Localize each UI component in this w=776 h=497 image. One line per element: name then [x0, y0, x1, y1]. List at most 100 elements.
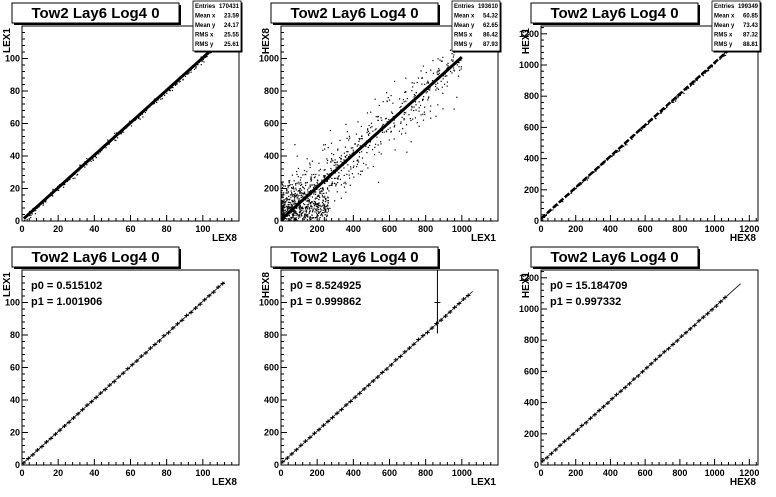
scatter-point: [436, 73, 438, 75]
scatter-point: [321, 187, 324, 189]
scatter-point: [309, 162, 311, 164]
scatter-point: [393, 126, 396, 128]
title-box: [530, 246, 699, 268]
scatter-point: [331, 159, 333, 161]
scatter-point: [288, 220, 290, 221]
scatter-point: [292, 195, 294, 198]
scatter-point: [74, 177, 76, 179]
scatter-point: [570, 192, 572, 194]
scatter-point: [314, 217, 317, 219]
scatter-point: [122, 131, 124, 133]
scatter-point: [284, 230, 285, 231]
scatter-point: [309, 216, 311, 219]
scatter-point: [298, 204, 300, 206]
scatter-point: [352, 149, 354, 151]
scatter-point: [661, 110, 663, 113]
scatter-point: [377, 119, 379, 122]
scatter-point: [390, 94, 392, 97]
scatter-point: [124, 126, 126, 128]
scatter-point: [318, 170, 320, 172]
scatter-point: [311, 196, 314, 198]
scatter-point: [347, 164, 349, 166]
scatter-point: [399, 111, 402, 114]
x-tick-label: 20: [53, 224, 63, 234]
scatter-point: [297, 201, 300, 203]
scatter-point: [329, 174, 331, 176]
scatter-point: [302, 193, 305, 195]
scatter-point: [675, 100, 677, 102]
scatter-point: [303, 169, 306, 172]
scatter-point: [425, 92, 427, 94]
x-tick-label: 1000: [452, 224, 472, 234]
scatter-point: [326, 211, 328, 214]
scatter-point: [674, 99, 676, 101]
scatter-point: [303, 218, 305, 220]
scatter-point: [722, 55, 724, 57]
scatter-point: [623, 145, 625, 147]
scatter-point: [322, 188, 324, 190]
scatter-point: [374, 129, 376, 131]
scatter-point: [392, 102, 394, 104]
scatter-point: [401, 133, 403, 135]
scatter-point: [196, 64, 198, 66]
scatter-point: [291, 210, 294, 213]
scatter-point: [361, 135, 363, 138]
scatter-point: [287, 201, 290, 203]
stats-value: 86.42: [483, 33, 499, 39]
scatter-point: [286, 213, 288, 215]
scatter-point: [318, 194, 320, 196]
scatter-point: [283, 209, 285, 212]
scatter-point: [283, 238, 284, 239]
scatter-point: [329, 129, 332, 132]
scatter-point: [100, 151, 102, 153]
scatter-point: [299, 189, 301, 191]
scatter-point: [326, 214, 328, 216]
scatter-point: [126, 125, 128, 127]
scatter-point: [303, 216, 305, 219]
scatter-point: [178, 77, 180, 79]
scatter-point: [380, 153, 382, 155]
scatter-point: [286, 210, 289, 212]
scatter-point: [714, 63, 716, 65]
x-tick-label: 400: [603, 468, 618, 478]
scatter-point: [337, 165, 339, 167]
scatter-point: [174, 81, 176, 83]
scatter-point: [296, 197, 298, 199]
scatter-point: [281, 235, 282, 236]
scatter-point: [671, 101, 673, 103]
x-tick-label: 800: [672, 468, 687, 478]
scatter-point: [293, 214, 295, 217]
scatter-point: [323, 205, 325, 207]
scatter-point: [301, 242, 302, 243]
scatter-point: [57, 189, 59, 191]
x-tick-label: 200: [568, 468, 583, 478]
scatter-point: [284, 212, 286, 214]
scatter-point: [432, 72, 435, 74]
scatter-point: [598, 167, 600, 169]
scatter-point: [288, 222, 289, 223]
scatter-point: [416, 81, 418, 84]
scatter-point: [642, 127, 644, 129]
scatter-point: [711, 66, 713, 68]
trend-band: [541, 38, 742, 220]
scatter-point: [296, 202, 298, 204]
scatter-point: [292, 203, 294, 205]
stats-label: RMS y: [714, 42, 733, 48]
scatter-point: [52, 188, 54, 190]
scatter-point: [312, 192, 314, 194]
title-box: [270, 246, 439, 268]
scatter-point: [299, 214, 301, 216]
scatter-point: [426, 91, 428, 93]
scatter-point: [561, 198, 564, 201]
scatter-point: [320, 206, 322, 208]
scatter-point: [55, 188, 57, 191]
scatter-point: [354, 143, 356, 145]
scatter-point: [74, 173, 76, 175]
scatter-point: [304, 199, 306, 201]
scatter-point: [50, 192, 52, 194]
scatter-point: [319, 184, 321, 186]
scatter-point: [84, 161, 86, 163]
scatter-point: [694, 79, 696, 81]
scatter-point: [324, 201, 327, 203]
